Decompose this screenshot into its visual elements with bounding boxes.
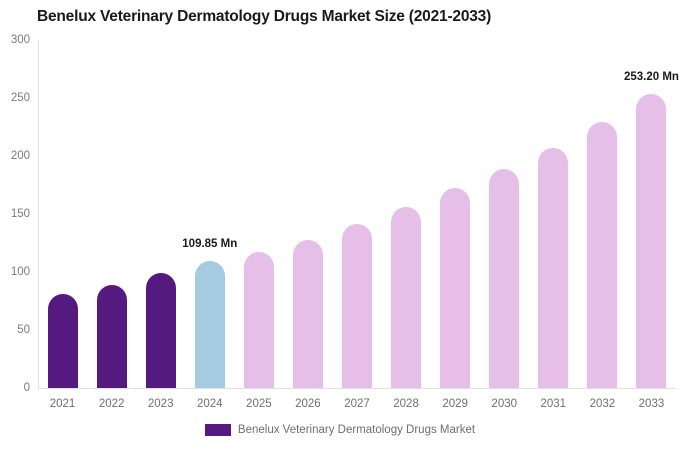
y-axis-tick-label: 100 [10, 266, 30, 278]
y-axis-tick-label: 200 [10, 150, 30, 162]
legend-item[interactable]: Benelux Veterinary Dermatology Drugs Mar… [204, 424, 476, 436]
x-axis-tick-label: 2030 [491, 398, 518, 410]
x-axis-tick-label: 2026 [295, 398, 321, 410]
y-axis-tick-label: 50 [17, 324, 30, 336]
x-axis-tick-label: 2031 [540, 398, 567, 410]
bar-2027[interactable] [342, 224, 372, 388]
y-axis-tick-label: 300 [10, 34, 30, 46]
x-axis-tick-label: 2033 [638, 398, 665, 410]
bar-2030[interactable] [489, 168, 520, 388]
y-axis-line [38, 40, 39, 388]
x-axis-line [38, 388, 676, 389]
bar-2024[interactable] [194, 260, 225, 388]
x-axis-tick-label: 2027 [344, 398, 370, 410]
bar-2033[interactable] [636, 94, 667, 388]
x-axis-tick-label: 2029 [442, 398, 468, 410]
bar-2023[interactable] [145, 273, 176, 388]
plot-area: 0 50 100 150 200 250 300 2021 2022 2023 2024 2025 2… [11, 34, 679, 410]
x-axis-tick-label: 2021 [49, 398, 76, 410]
bars-layer [38, 40, 676, 388]
bar-2022[interactable] [96, 284, 127, 388]
bar-2029[interactable] [440, 188, 471, 388]
chart-title: Benelux Veterinary Dermatology Drugs Mar… [37, 8, 492, 25]
legend-swatch [204, 424, 231, 436]
bar-2021[interactable] [47, 294, 78, 388]
y-axis-tick-label: 0 [23, 382, 30, 394]
value-label-2033: 253.20 Mn [623, 71, 679, 84]
y-axis-tick-label: 150 [10, 208, 30, 220]
value-label-2024: 109.85 Mn [182, 237, 238, 250]
bar-2032[interactable] [587, 122, 618, 388]
bar-2025[interactable] [243, 252, 274, 388]
y-axis-tick-label: 250 [10, 92, 30, 104]
bar-2031[interactable] [538, 147, 569, 388]
bar-2026[interactable] [292, 239, 323, 388]
x-axis-tick-label: 2024 [196, 398, 223, 410]
x-axis-tick-label: 2032 [589, 398, 616, 410]
x-axis-tick-label: 2023 [147, 398, 174, 410]
bar-2028[interactable] [391, 207, 422, 388]
chart-legend: Benelux Veterinary Dermatology Drugs Mar… [0, 424, 680, 436]
x-axis-tick-label: 2022 [98, 398, 125, 410]
legend-item-label: Benelux Veterinary Dermatology Drugs Mar… [237, 424, 476, 436]
x-axis-tick-label: 2028 [393, 398, 419, 410]
x-axis-tick-label: 2025 [246, 398, 272, 410]
